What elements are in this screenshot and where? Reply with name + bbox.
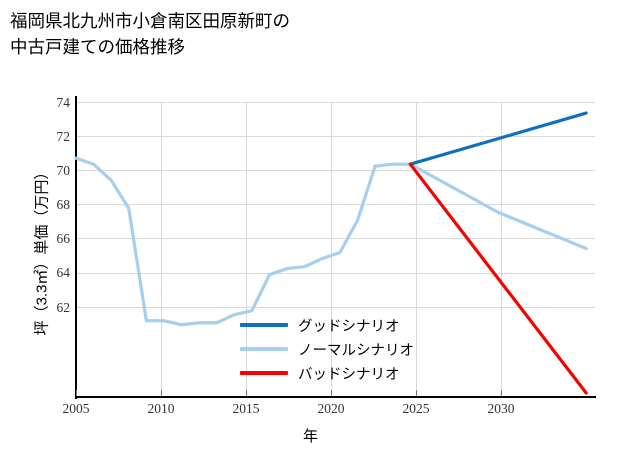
- gridline-64: [76, 273, 595, 274]
- y-tick-1: 64: [56, 265, 71, 280]
- gridline-70: [76, 170, 595, 171]
- y-tick-5: 72: [56, 129, 71, 144]
- gridline-2030: [501, 102, 502, 397]
- y-tick-6: 74: [56, 95, 71, 110]
- x-tick-5: 2030: [487, 401, 515, 416]
- x-tickmark-2020: [331, 390, 332, 396]
- legend-swatch-normal: [240, 347, 288, 351]
- gridline-68: [76, 204, 595, 205]
- y-tick-2: 66: [56, 231, 71, 246]
- gridline-72: [76, 136, 595, 137]
- x-axis-title: 年: [302, 428, 318, 445]
- x-tick-2: 2015: [232, 401, 260, 416]
- legend-label-normal: ノーマルシナリオ: [298, 342, 414, 359]
- x-tick-1: 2010: [147, 401, 175, 416]
- plot-area: [76, 102, 595, 397]
- legend-label-good: グッドシナリオ: [298, 318, 400, 335]
- x-tickmark-2010: [161, 390, 162, 396]
- x-tickmark-2005: [76, 390, 77, 396]
- legend-label-bad: バッドシナリオ: [298, 366, 400, 383]
- series-line-good: [408, 111, 588, 166]
- legend-item-good: グッドシナリオ: [240, 313, 440, 337]
- legend-item-normal: ノーマルシナリオ: [240, 337, 440, 361]
- legend-swatch-bad: [240, 371, 288, 375]
- y-tick-3: 68: [56, 197, 71, 212]
- x-tickmark-2030: [501, 390, 502, 396]
- gridline-74: [76, 102, 595, 103]
- gridline-2015: [246, 102, 247, 397]
- series-line-bad: [408, 162, 588, 395]
- gridline-66: [76, 238, 595, 239]
- page-title: 福岡県北九州市小倉南区田原新町の 中古戸建ての価格推移: [10, 11, 290, 57]
- gridline-2025: [416, 102, 417, 397]
- series-line-normal: [74, 156, 588, 327]
- gridline-2020: [331, 102, 332, 397]
- x-tick-0: 2005: [62, 401, 90, 416]
- y-axis-line: [75, 96, 77, 399]
- x-tickmark-2025: [416, 390, 417, 396]
- gridline-62: [76, 307, 595, 308]
- legend: グッドシナリオ ノーマルシナリオ バッドシナリオ: [240, 313, 440, 385]
- x-tick-3: 2020: [317, 401, 345, 416]
- legend-item-bad: バッドシナリオ: [240, 361, 440, 385]
- y-tick-4: 70: [56, 163, 71, 178]
- x-tickmark-2015: [246, 390, 247, 396]
- x-tick-4: 2025: [402, 401, 430, 416]
- x-axis-line: [75, 396, 596, 398]
- gridline-2010: [161, 102, 162, 397]
- legend-swatch-good: [240, 323, 288, 327]
- y-tick-0: 62: [56, 300, 71, 315]
